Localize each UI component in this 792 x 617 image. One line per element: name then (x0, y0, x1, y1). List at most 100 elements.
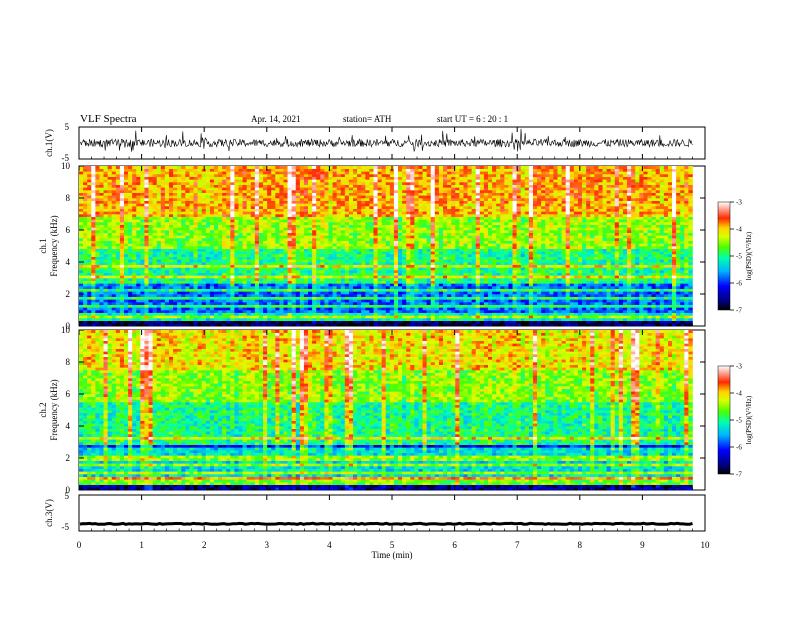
heatmap-cell (418, 275, 423, 279)
heatmap-cell (83, 254, 88, 257)
heatmap-cell (99, 243, 104, 247)
heatmap-cell (385, 275, 391, 279)
heatmap-cell (598, 272, 603, 276)
heatmap-cell (381, 296, 387, 300)
heatmap-cell (271, 275, 276, 279)
heatmap-cell (565, 248, 571, 252)
heatmap-cell (492, 264, 497, 268)
heatmap-cell (492, 248, 497, 252)
heatmap-cell (561, 296, 566, 300)
heatmap-cell (467, 243, 472, 247)
heatmap-cell (303, 243, 309, 247)
heatmap-cell (299, 315, 305, 319)
heatmap-cell (242, 288, 247, 292)
heatmap-cell (213, 243, 219, 247)
heatmap-cell (111, 240, 117, 244)
heatmap-cell (279, 318, 284, 321)
heatmap-cell (164, 275, 170, 279)
heatmap-cell (455, 262, 460, 265)
heatmap-cell (254, 310, 260, 313)
heatmap-cell (222, 288, 227, 292)
heatmap-cell (242, 254, 247, 257)
heatmap-cell (381, 302, 387, 305)
heatmap-cell (205, 278, 211, 281)
heatmap-cell (557, 275, 562, 279)
heatmap-cell (577, 291, 583, 295)
heatmap-cell (250, 240, 256, 244)
heatmap-cell (639, 246, 644, 249)
heatmap-cell (193, 259, 198, 263)
heatmap-cell (385, 296, 391, 300)
heatmap-cell (320, 291, 325, 295)
heatmap-cell (463, 302, 468, 305)
heatmap-cell (344, 270, 350, 273)
heatmap-cell (377, 299, 382, 303)
heatmap-cell (594, 262, 599, 265)
heatmap-cell (569, 294, 575, 297)
heatmap-cell (87, 278, 92, 281)
heatmap-cell (136, 275, 141, 279)
heatmap-cell (140, 267, 145, 271)
heatmap-cell (434, 318, 440, 321)
heatmap-cell (549, 278, 554, 281)
heatmap-cell (312, 283, 317, 287)
heatmap-cell (500, 312, 505, 316)
heatmap-cell (569, 248, 575, 252)
heatmap-cell (148, 294, 153, 297)
heatmap-cell (173, 286, 178, 289)
ch1-waveform-ylabel: ch.1(V) (44, 129, 54, 157)
heatmap-cell (299, 283, 305, 287)
heatmap-cell (610, 262, 616, 265)
heatmap-cell (283, 310, 288, 313)
heatmap-cell (324, 256, 329, 260)
heatmap-cell (107, 256, 113, 260)
heatmap-cell (418, 254, 423, 257)
heatmap-cell (475, 280, 481, 284)
heatmap-cell (631, 296, 636, 300)
heatmap-cell (422, 275, 427, 279)
heatmap-cell (483, 262, 489, 265)
heatmap-cell (303, 275, 309, 279)
heatmap-cell (389, 302, 395, 305)
heatmap-cell (168, 320, 174, 324)
heatmap-cell (500, 262, 505, 265)
heatmap-cell (475, 272, 481, 276)
heatmap-cell (443, 310, 448, 313)
heatmap-cell (459, 286, 464, 289)
heatmap-cell (496, 280, 501, 284)
heatmap-cell (610, 280, 616, 284)
heatmap-cell (590, 307, 595, 311)
heatmap-cell (545, 280, 550, 284)
heatmap-cell (258, 307, 264, 311)
heatmap-cell (324, 286, 329, 289)
heatmap-cell (193, 238, 198, 241)
heatmap-cell (369, 278, 374, 281)
heatmap-cell (549, 264, 554, 268)
heatmap-cell (193, 243, 198, 247)
heatmap-cell (283, 296, 288, 300)
heatmap-cell (369, 312, 374, 316)
heatmap-cell (496, 243, 501, 247)
heatmap-cell (569, 291, 575, 295)
heatmap-cell (414, 323, 419, 327)
heatmap-cell (197, 302, 202, 305)
heatmap-cell (83, 307, 88, 311)
heatmap-cell (651, 280, 656, 284)
heatmap-cell (438, 310, 444, 313)
heatmap-cell (622, 302, 628, 305)
heatmap-cell (475, 320, 481, 324)
heatmap-cell (336, 307, 342, 311)
heatmap-cell (672, 304, 677, 308)
heatmap-cell (398, 323, 403, 327)
heatmap-cell (647, 294, 652, 297)
heatmap-cell (271, 304, 276, 308)
heatmap-cell (561, 275, 566, 279)
heatmap-cell (242, 312, 247, 316)
heatmap-cell (447, 283, 452, 287)
heatmap-cell (344, 291, 350, 295)
heatmap-cell (639, 256, 644, 260)
heatmap-cell (602, 240, 607, 244)
heatmap-cell (610, 291, 616, 295)
heatmap-cell (283, 320, 288, 324)
heatmap-cell (627, 296, 632, 300)
